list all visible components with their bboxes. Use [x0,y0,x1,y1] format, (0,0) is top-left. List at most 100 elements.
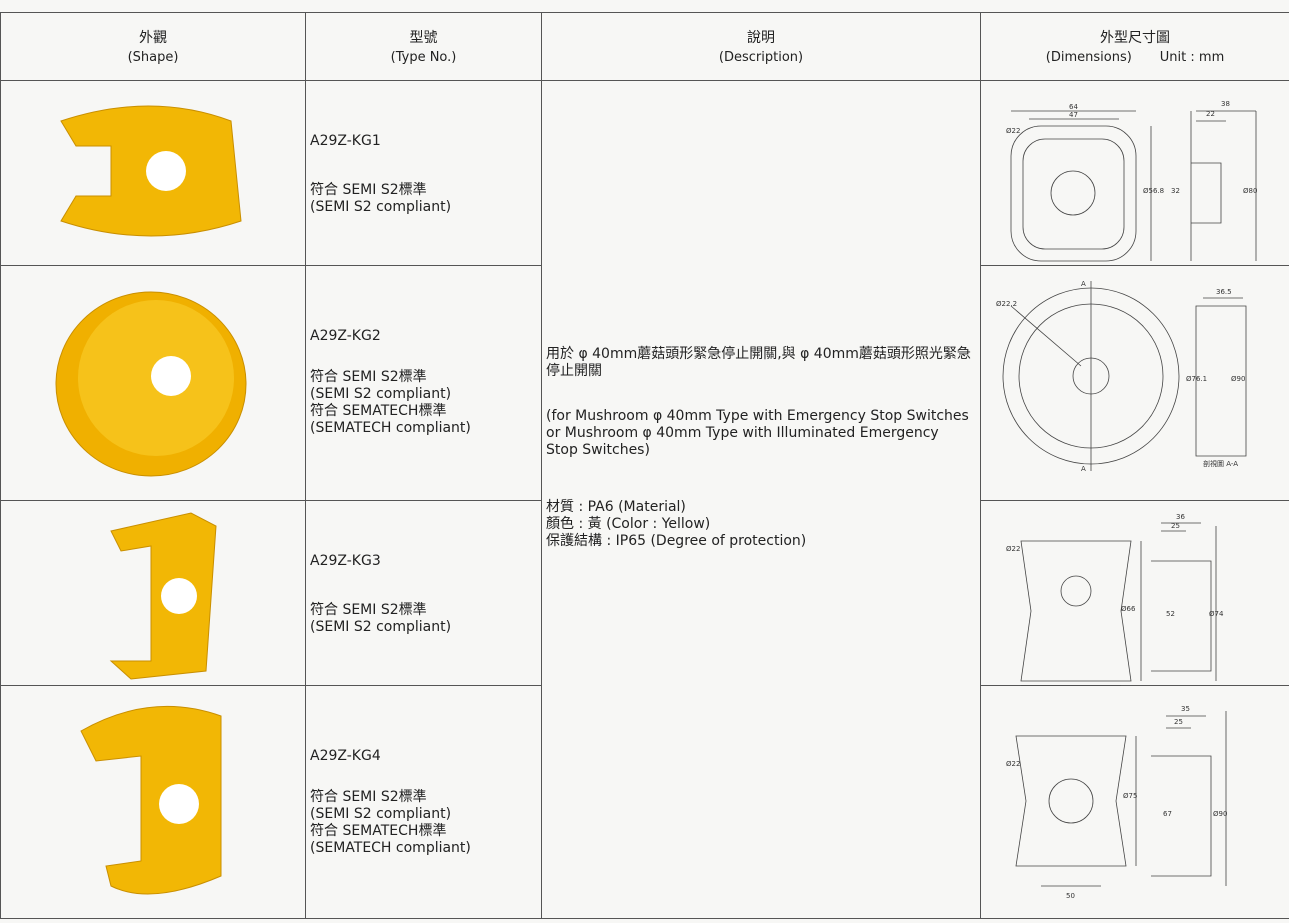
dimension-drawing-part [1010,281,1247,471]
dimension-label: 剖視圖 A-A [1203,459,1238,468]
header-zh: 外型尺寸圖 [1100,30,1170,46]
header-zh: 型號 [409,30,438,46]
product-image-part [80,705,222,895]
compliance-note: (SEMI S2 compliant) [310,386,452,402]
shape-cell [1,266,306,501]
header-cell: 說明 (Description) [542,13,981,81]
product-image-part [159,784,199,824]
dimension-cell: Ø22 64 47 Ø56.8 38 22 32 Ø80 [981,81,1289,266]
header-en: (Shape) [1,48,305,67]
header-zh: 說明 [747,30,775,46]
header-cell: 型號 (Type No.) [306,13,542,81]
type-cell: A29Z-KG2 符合 SEMI S2標準 (SEMI S2 compliant) 符… [306,266,542,501]
dimension-cell: Ø22Ø6642362552Ø74 [981,501,1289,700]
dimension-label: Ø90 [1213,810,1227,818]
dimension-drawing-part [1050,170,1096,216]
header-zh: 外觀 [139,30,167,46]
dimension-label: 52 [1166,610,1175,618]
compliance-note: 符合 SEMATECH標準 [310,403,447,419]
dimension-label: 67 [1163,810,1172,818]
dimension-label: 64 [1069,103,1078,111]
dimension-label: A [1081,465,1086,473]
product-image-part [161,578,197,614]
header-en: (Type No.) [306,48,541,67]
dimension-label: Ø56.8 [1143,187,1164,195]
dimension-drawing: Ø22.2 A A 36.5 Ø76.1 Ø90 剖視圖 A-A [996,280,1247,473]
spec-line: 材質 : PA6 (Material) [546,499,686,515]
dimension-drawing-part [1060,575,1092,607]
dimension-label: Ø76.1 [1186,375,1207,383]
type-cell: A29Z-KG4 符合 SEMI S2標準 (SEMI S2 compliant) 符… [306,686,542,919]
dimension-label: Ø90 [1231,375,1245,383]
product-image [55,291,247,477]
description-zh: 用於 φ 40mm蘑菇頭形緊急停止開關,與 φ 40mm蘑菇頭形照光緊急停止開關 [546,346,971,379]
header-cell: 外觀 (Shape) [1,13,306,81]
product-image [80,705,222,895]
header-cell: 外型尺寸圖 (Dimensions) Unit : mm [981,13,1289,81]
shape-cell [1,81,306,266]
dimension-label: Ø80 [1243,187,1257,195]
dimension-drawing: Ø22 Ø75 50 35 25 67 Ø90 [1006,705,1227,900]
compliance-note: 符合 SEMI S2標準 [310,369,427,385]
compliance-note: 符合 SEMATECH標準 [310,823,447,839]
header-en-text: (Dimensions) [1045,50,1132,65]
spec-table: 外觀 (Shape) 型號 (Type No.) 說明 (Description) 外型尺寸… [0,12,1289,919]
dimension-label: 38 [1221,100,1230,108]
dimension-drawing-part [1015,735,1127,867]
dimension-drawing-part [1011,110,1257,261]
dimension-label: 50 [1066,892,1075,900]
dimension-label: 36 [1176,513,1185,521]
header-en: (Dimensions) Unit : mm [981,48,1289,67]
shape-cell [1,501,306,686]
header-en: (Description) [542,48,980,67]
dimension-label: 32 [1171,187,1180,195]
dimension-drawing-part [1022,138,1125,250]
type-cell: A29Z-KG3 符合 SEMI S2標準 (SEMI S2 compliant) [306,501,542,686]
dimension-label: 36.5 [1216,288,1232,296]
compliance-note: (SEMATECH compliant) [310,840,471,856]
product-image [109,512,217,680]
dimension-label: Ø75 [1123,792,1137,800]
dimension-label: Ø22.2 [996,300,1017,308]
compliance-note: (SEMI S2 compliant) [310,619,452,635]
dimension-label: Ø22 [1006,760,1020,768]
compliance-note: 符合 SEMI S2標準 [310,182,427,198]
header-en-text: (Description) [718,50,804,65]
dimension-label: Ø22 [1006,127,1020,135]
spec-line: 保護結構 : IP65 (Degree of protection) [546,533,807,549]
shape-cell [1,686,306,919]
type-no: A29Z-KG4 [310,748,381,764]
description-cell: 用於 φ 40mm蘑菇頭形緊急停止開關,與 φ 40mm蘑菇頭形照光緊急停止開關… [542,81,981,919]
compliance-note: (SEMATECH compliant) [310,420,471,436]
spec-line: 顏色 : 黃 (Color : Yellow) [546,516,711,532]
dimension-label: 35 [1181,705,1190,713]
type-no: A29Z-KG3 [310,553,381,569]
dimension-drawing-part [1021,522,1217,687]
product-image-part [146,151,186,191]
dimension-label: 25 [1174,718,1183,726]
dimension-cell: Ø22 Ø75 50 35 25 67 Ø90 [981,686,1289,919]
compliance-note: 符合 SEMI S2標準 [310,789,427,805]
type-cell: A29Z-KG1 符合 SEMI S2標準 (SEMI S2 compliant) [306,81,542,266]
dimension-cell: Ø22.2 A A 36.5 Ø76.1 Ø90 剖視圖 A-A [981,266,1289,501]
dimension-drawing: Ø22Ø6642362552Ø74 [1006,513,1224,700]
type-no: A29Z-KG2 [310,328,381,344]
dimension-drawing-part [1010,125,1137,262]
dimension-label: 22 [1206,110,1215,118]
dimension-label: A [1081,280,1086,288]
compliance-note: (SEMI S2 compliant) [310,806,452,822]
dimension-drawing-part [1041,711,1227,887]
dimension-label: Ø66 [1121,605,1136,613]
dimension-label: Ø74 [1209,610,1224,618]
header-en-text: (Type No.) [390,50,457,65]
dimension-label: 25 [1171,522,1180,530]
dimension-drawing-part [1020,540,1132,682]
dimension-label: Ø22 [1006,545,1020,553]
dimension-label: 47 [1069,111,1078,119]
product-image-part [151,356,191,396]
compliance-note: 符合 SEMI S2標準 [310,602,427,618]
compliance-note: (SEMI S2 compliant) [310,199,452,215]
header-unit: Unit : mm [1159,50,1225,65]
product-image [60,105,242,237]
